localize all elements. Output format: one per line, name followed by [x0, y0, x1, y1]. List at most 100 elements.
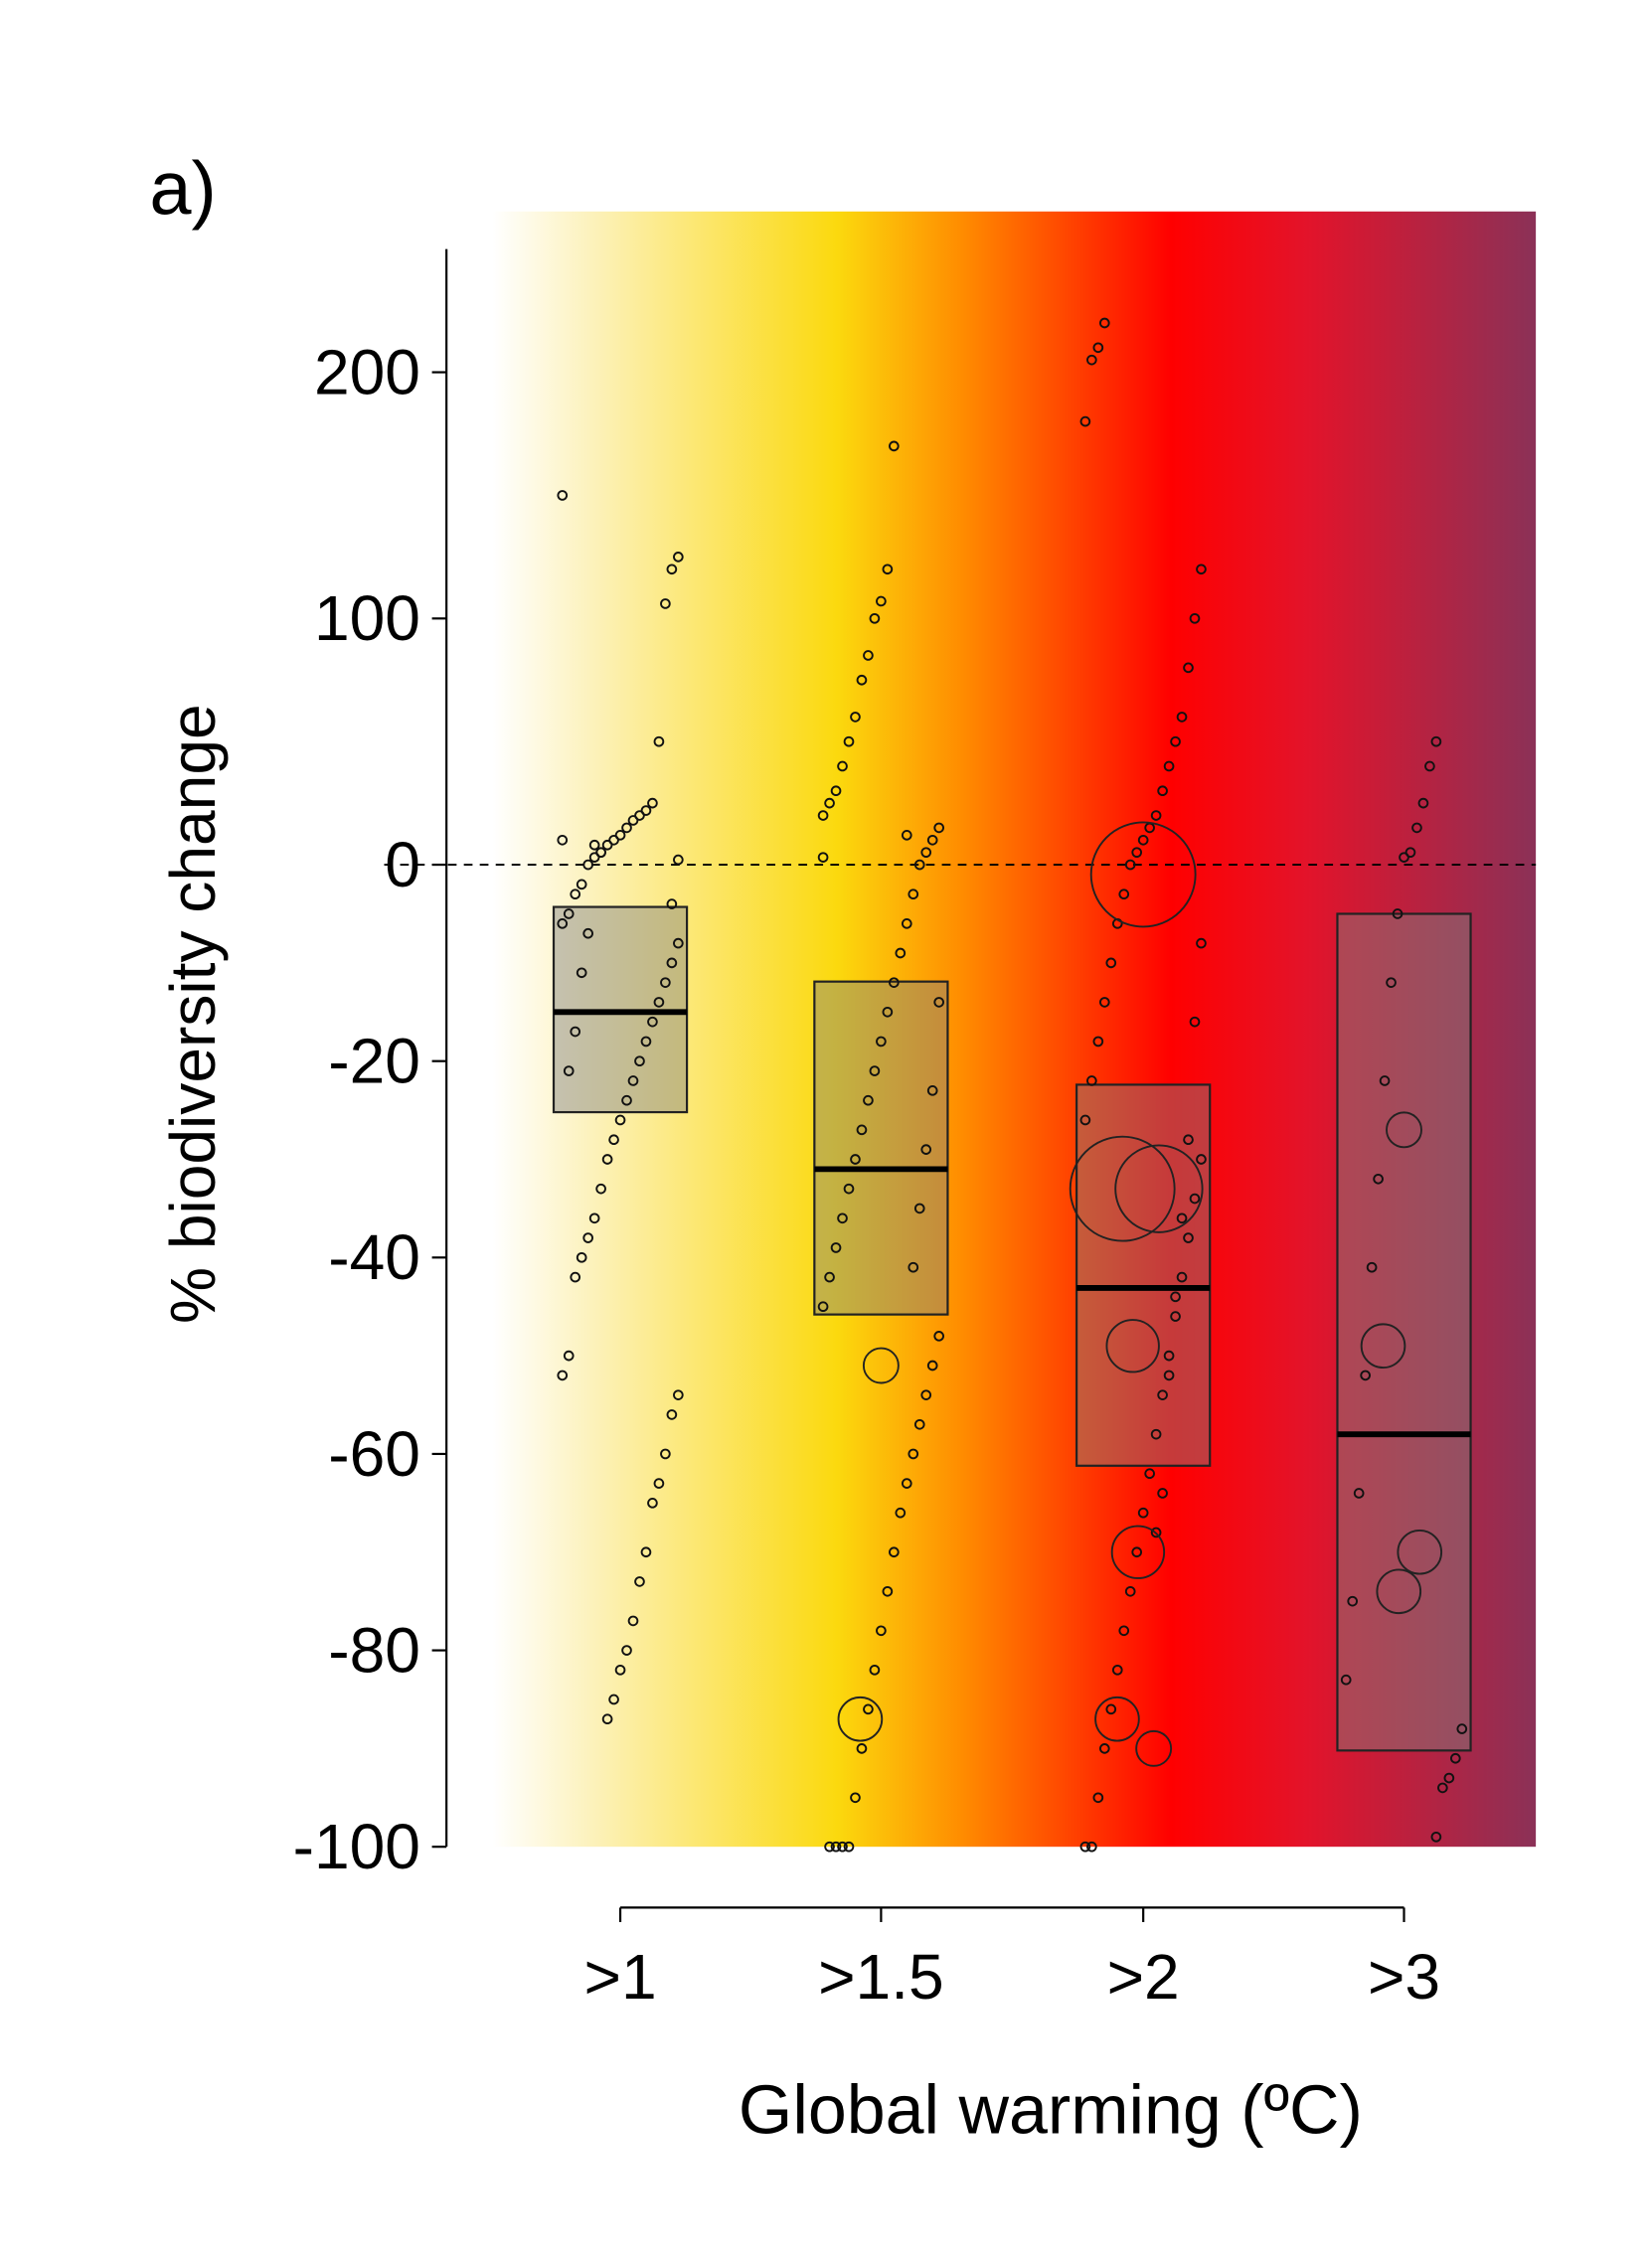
data-point: [595, 847, 606, 858]
data-point: [1424, 760, 1435, 772]
data-point: [1417, 797, 1429, 809]
bubble: [1089, 821, 1197, 928]
y-axis-label: % biodiversity change: [157, 704, 229, 1324]
data-point: [889, 977, 900, 988]
data-point: [1196, 937, 1207, 949]
data-point: [1124, 859, 1136, 871]
data-point: [660, 1448, 671, 1460]
data-point: [557, 490, 569, 501]
data-point: [588, 839, 600, 851]
data-point: [666, 898, 678, 909]
data-point: [647, 1498, 658, 1509]
data-point: [627, 815, 639, 826]
data-point: [570, 1026, 581, 1038]
data-point: [920, 1389, 932, 1400]
data-point: [647, 1016, 658, 1028]
data-point: [920, 847, 932, 858]
y-tick-label: 200: [314, 336, 420, 407]
data-point: [673, 937, 684, 949]
data-point: [647, 797, 658, 809]
data-point: [817, 810, 829, 821]
data-point: [627, 1075, 639, 1086]
x-axis-label: Global warming (ºC): [739, 2071, 1363, 2149]
data-point: [850, 712, 861, 723]
data-point: [1392, 908, 1404, 919]
y-tick-label: -100: [293, 1811, 420, 1882]
data-point: [1079, 1114, 1091, 1126]
data-point: [1360, 1370, 1371, 1381]
data-point: [621, 822, 632, 834]
data-point: [601, 1154, 613, 1165]
data-point: [1150, 810, 1162, 821]
data-point: [1347, 1595, 1359, 1607]
data-point: [1157, 1488, 1168, 1499]
data-point: [653, 1478, 665, 1489]
data-point: [1105, 1703, 1117, 1715]
data-point: [856, 1743, 868, 1754]
data-point: [1411, 822, 1422, 834]
data-point: [1176, 1271, 1188, 1283]
data-point: [557, 918, 569, 929]
data-point: [673, 1389, 684, 1400]
data-point: [1092, 342, 1104, 354]
data-point: [1353, 1488, 1365, 1499]
data-point: [627, 1615, 639, 1627]
data-point: [1176, 712, 1188, 723]
data-point: [1131, 847, 1143, 858]
data-point: [653, 735, 665, 747]
data-point: [673, 552, 684, 563]
data-point: [824, 797, 835, 809]
data-point: [582, 859, 593, 871]
data-point: [576, 879, 587, 890]
data-point: [876, 1625, 887, 1637]
data-point: [601, 839, 613, 851]
x-tick-label: >1.5: [818, 1941, 944, 2013]
data-point: [1079, 1841, 1091, 1853]
bubble: [1105, 1319, 1160, 1373]
data-point: [1183, 1134, 1194, 1146]
data-point: [634, 810, 645, 821]
data-point: [673, 854, 684, 866]
data-point: [876, 1036, 887, 1048]
data-point: [1150, 1428, 1162, 1440]
data-point: [1105, 957, 1117, 969]
data-point: [634, 1055, 645, 1067]
data-point: [576, 967, 587, 979]
data-point: [895, 1507, 907, 1519]
y-tick-label: -80: [328, 1614, 420, 1686]
data-point: [843, 735, 855, 747]
data-point: [882, 1585, 894, 1597]
x-tick-label: >3: [1368, 1941, 1440, 2013]
data-point: [1086, 1841, 1097, 1853]
data-point: [557, 1370, 569, 1381]
data-point: [1183, 1232, 1194, 1243]
data-point: [856, 674, 868, 686]
data-point: [608, 1134, 619, 1146]
data-point: [1366, 1261, 1378, 1273]
data-point: [1086, 354, 1097, 366]
data-point: [1131, 1546, 1143, 1558]
data-point: [843, 1841, 855, 1853]
data-point: [837, 1841, 848, 1853]
data-point: [850, 1154, 861, 1165]
data-point: [863, 1094, 874, 1106]
bubble: [1114, 1144, 1204, 1233]
y-tick-label: 100: [314, 582, 420, 654]
data-point: [889, 440, 900, 452]
data-point: [666, 1409, 678, 1420]
data-point: [1118, 1625, 1130, 1637]
x-tick-label: >2: [1107, 1941, 1180, 2013]
data-point: [640, 805, 652, 816]
data-point: [913, 1203, 925, 1214]
data-point: [863, 650, 874, 661]
data-point: [908, 888, 919, 900]
data-point: [1144, 1468, 1155, 1480]
data-point: [640, 1036, 652, 1048]
data-point: [660, 598, 671, 609]
data-point: [1092, 1036, 1104, 1048]
data-point: [1176, 1212, 1188, 1224]
data-point: [1098, 1743, 1110, 1754]
data-point: [1163, 1370, 1175, 1381]
data-point: [1098, 317, 1110, 329]
data-point: [1157, 1389, 1168, 1400]
